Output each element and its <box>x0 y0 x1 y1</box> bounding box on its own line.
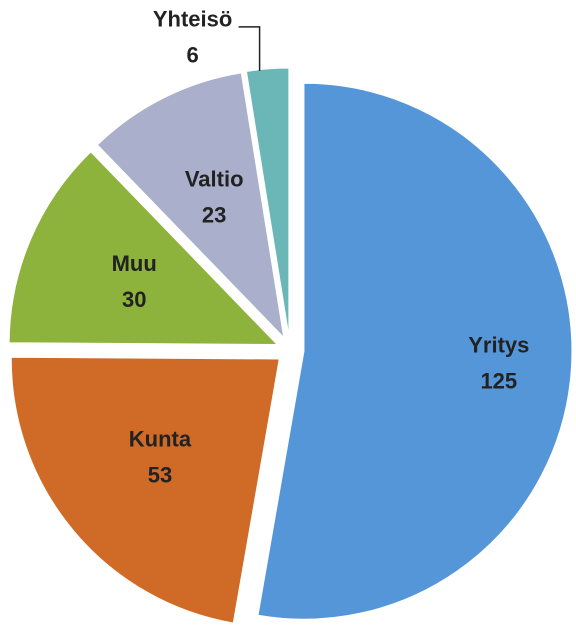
value-label: 6 <box>186 43 198 68</box>
pie-slice <box>96 72 285 339</box>
value-label: 30 <box>122 287 146 312</box>
slice-label: Kunta <box>129 426 192 451</box>
value-label: 23 <box>202 202 226 227</box>
value-label: 125 <box>480 368 517 393</box>
pie-slice <box>245 67 290 337</box>
pie-slice <box>257 82 573 620</box>
slice-label: Valtio <box>185 166 244 191</box>
slice-label: Yhteisö <box>153 7 232 32</box>
value-label: 53 <box>148 462 172 487</box>
pie-slice <box>10 356 280 624</box>
leader-line <box>238 26 261 71</box>
slice-label: Muu <box>112 251 157 276</box>
slice-label: Yritys <box>468 332 529 357</box>
pie-slice <box>8 151 279 346</box>
